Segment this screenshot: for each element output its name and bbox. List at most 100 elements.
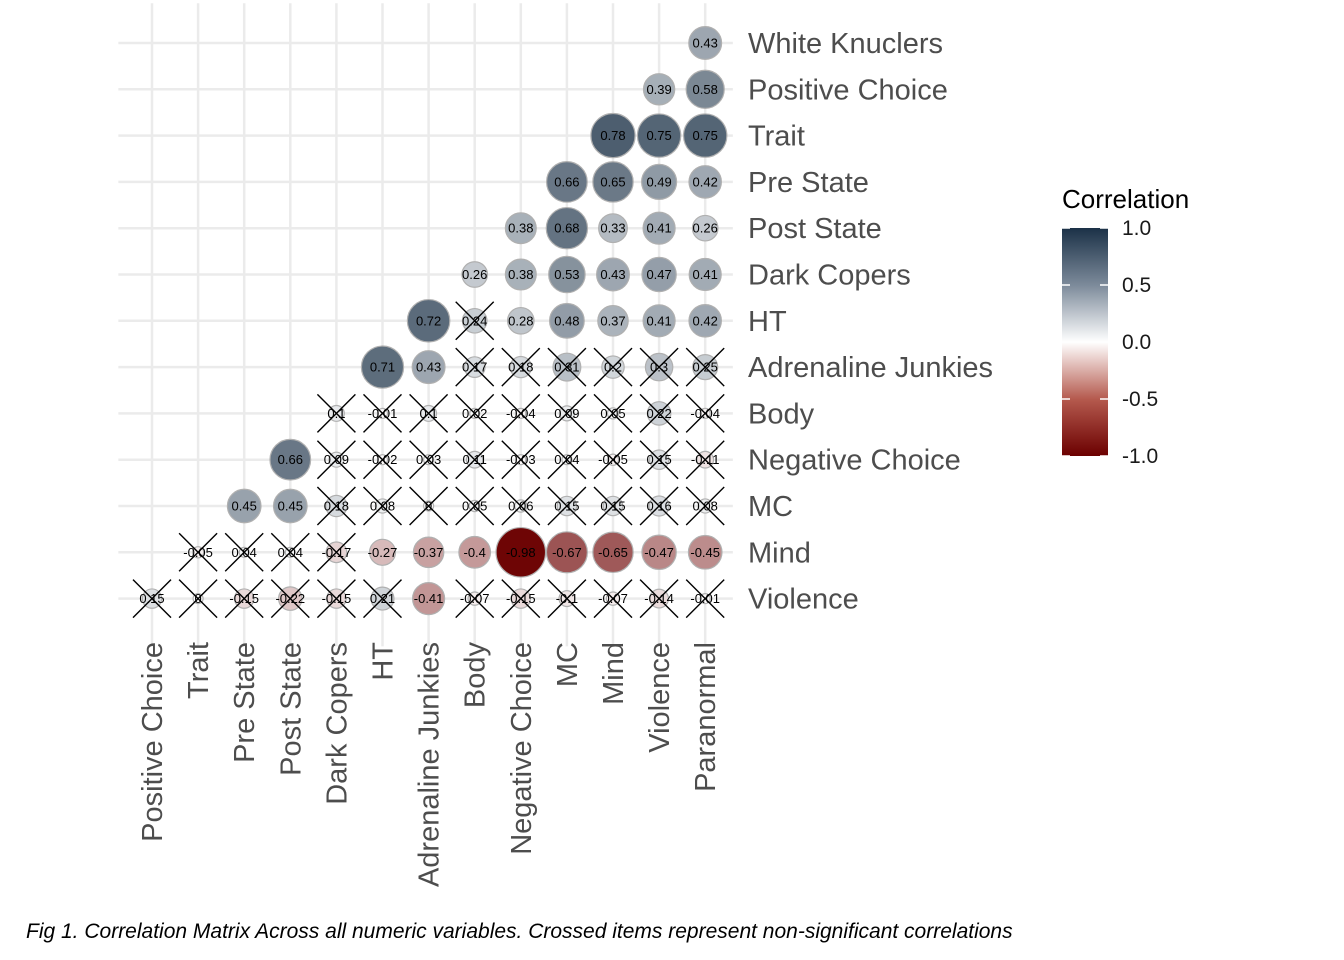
correlation-circle — [636, 113, 682, 158]
x-axis-label: Body — [460, 642, 492, 709]
correlation-circle — [411, 350, 446, 385]
non-significant-cross — [455, 393, 495, 433]
correlation-value-label: 0.45 — [278, 499, 303, 514]
x-axis-label: Mind — [598, 642, 630, 705]
correlation-cell: -0.65 — [592, 531, 634, 574]
y-axis-label: Dark Copers — [748, 260, 911, 292]
correlation-cell: -0.1 — [547, 579, 587, 619]
correlation-cell: 0.43 — [688, 26, 723, 60]
correlation-chart: 0.43 0.39 0.58 0.78 0.75 0.75 0.66 0.65 0.49 0.42… — [118, 3, 1189, 888]
correlation-cell: 0.08 — [363, 486, 402, 526]
y-axis-label: Positive Choice — [748, 74, 948, 106]
non-significant-cross — [363, 393, 402, 433]
non-significant-cross — [685, 486, 725, 526]
non-significant-cross — [409, 393, 449, 433]
correlation-value-label: 0.42 — [693, 174, 718, 189]
correlation-circle — [596, 257, 630, 292]
correlation-cell: 0.11 — [455, 440, 495, 480]
correlation-value-label: 0.33 — [600, 221, 625, 236]
non-significant-cross — [316, 486, 356, 526]
non-significant-cross — [224, 532, 264, 572]
non-significant-cross — [593, 440, 633, 480]
correlation-circle — [368, 538, 397, 566]
y-axis-label: White Knuclers — [748, 28, 943, 60]
legend-tick-label: 0.5 — [1122, 274, 1151, 297]
correlation-circle — [411, 581, 446, 616]
correlation-circle — [641, 256, 677, 293]
correlation-cell: 0.15 — [132, 579, 172, 619]
correlation-cell: -0.15 — [501, 579, 541, 619]
correlation-cell: 0.66 — [269, 438, 312, 481]
correlation-value-label: -0.98 — [506, 545, 536, 560]
correlation-circle — [598, 213, 628, 244]
correlation-circle — [642, 304, 676, 338]
correlation-cell: 0.75 — [682, 113, 728, 158]
correlation-cell: 0.24 — [455, 301, 495, 341]
correlation-cell: 0.2 — [593, 347, 633, 387]
non-significant-cross — [455, 486, 495, 526]
correlation-cell: 0.16 — [639, 486, 679, 526]
correlation-circle — [461, 261, 489, 288]
correlation-circle — [592, 531, 634, 574]
y-axis-label: Adrenaline Junkies — [748, 352, 993, 384]
non-significant-cross — [639, 579, 679, 619]
correlation-cell: 0.04 — [270, 532, 310, 572]
correlation-cell: 0.15 — [547, 486, 587, 526]
correlation-value-label: 0.68 — [554, 221, 579, 236]
correlation-circle — [506, 306, 535, 335]
correlation-value-label: 0.72 — [416, 313, 441, 328]
correlation-circle — [545, 160, 588, 203]
correlation-circle — [458, 535, 492, 569]
correlation-cell: 0.58 — [685, 69, 725, 109]
non-significant-cross — [501, 486, 541, 526]
correlation-cell: 0.65 — [592, 161, 634, 203]
non-significant-cross — [455, 347, 495, 387]
correlation-value-label: 0.38 — [508, 267, 533, 282]
correlation-circle — [226, 488, 262, 524]
non-significant-cross — [685, 579, 725, 619]
correlation-value-label: 0.43 — [416, 360, 441, 375]
legend-tick-label: -1.0 — [1122, 445, 1158, 468]
correlation-value-label: -0.65 — [598, 545, 628, 560]
correlation-circle — [642, 211, 676, 245]
non-significant-cross — [593, 579, 633, 619]
x-axis-label: Pre State — [229, 642, 261, 763]
non-significant-cross — [363, 440, 402, 480]
correlation-cell: -0.05 — [593, 440, 633, 480]
correlation-value-label: 0.26 — [693, 221, 718, 236]
correlation-circle — [412, 536, 445, 569]
x-axis-labels: Positive Choice Trait Pre State Post State D… — [137, 642, 722, 888]
non-significant-cross — [363, 486, 402, 526]
correlation-value-label: 0.41 — [646, 313, 671, 328]
non-significant-cross — [455, 579, 495, 619]
non-significant-cross — [593, 347, 633, 387]
correlation-circle — [685, 69, 725, 109]
non-significant-cross — [316, 579, 356, 619]
correlation-value-label: 0.41 — [693, 267, 718, 282]
correlation-circle — [548, 302, 585, 339]
non-significant-cross — [547, 486, 587, 526]
correlation-cell: 0.04 — [224, 532, 264, 572]
x-axis-label: Positive Choice — [137, 642, 169, 842]
correlation-cell: 0 — [178, 579, 218, 619]
legend-tick-label: 0.0 — [1122, 331, 1151, 354]
correlation-cell: 0.18 — [501, 347, 541, 387]
correlation-value-label: 0.42 — [693, 313, 718, 328]
correlation-value-label: 0.43 — [600, 267, 625, 282]
correlation-cell: 0.43 — [596, 257, 630, 292]
non-significant-cross — [363, 579, 402, 619]
y-axis-label: HT — [748, 306, 787, 338]
correlation-cell: -0.37 — [412, 536, 445, 569]
non-significant-cross — [316, 393, 356, 433]
correlation-cell: 0.08 — [685, 486, 725, 526]
correlation-cell: 0.17 — [455, 347, 495, 387]
non-significant-cross — [593, 393, 633, 433]
correlation-cell: 0.05 — [455, 486, 495, 526]
correlation-cell: 0.68 — [545, 206, 589, 250]
correlation-value-label: 0.47 — [646, 267, 671, 282]
correlation-cell: 0.3 — [639, 347, 679, 387]
correlation-value-label: 0.41 — [646, 221, 671, 236]
correlation-cell: -0.98 — [495, 526, 547, 578]
correlation-cell: -0.01 — [685, 579, 725, 619]
y-axis-label: Mind — [748, 537, 811, 569]
